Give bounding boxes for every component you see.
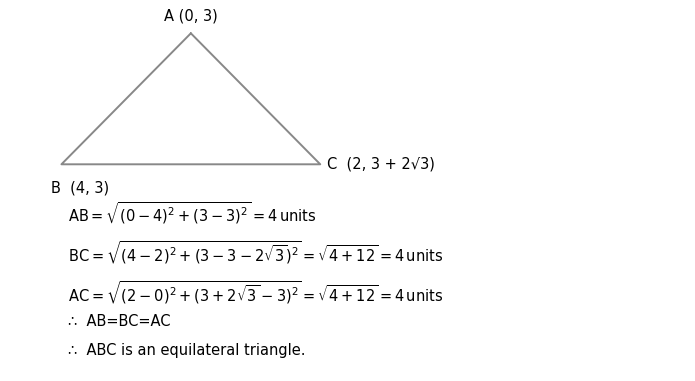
Text: $\mathrm{AB}{=}\sqrt{(0-4)^2+(3-3)^2}=4\,\mathrm{units}$: $\mathrm{AB}{=}\sqrt{(0-4)^2+(3-3)^2}=4\… — [68, 201, 317, 226]
Text: ∴  AB=BC=AC: ∴ AB=BC=AC — [68, 314, 171, 329]
Text: C  (2, 3 + 2√3): C (2, 3 + 2√3) — [327, 157, 435, 172]
Text: ∴  ABC is an equilateral triangle.: ∴ ABC is an equilateral triangle. — [68, 344, 306, 359]
Text: $\mathrm{BC}{=}\sqrt{(4-2)^2+(3-3-2\sqrt{3})^2}=\sqrt{4+12}=4\,\mathrm{units}$: $\mathrm{BC}{=}\sqrt{(4-2)^2+(3-3-2\sqrt… — [68, 239, 443, 266]
Text: A (0, 3): A (0, 3) — [164, 8, 218, 24]
Text: B  (4, 3): B (4, 3) — [51, 181, 109, 196]
Text: $\mathrm{AC}{=}\sqrt{(2-0)^2+(3+2\sqrt{3}-3)^2}=\sqrt{4+12}=4\,\mathrm{units}$: $\mathrm{AC}{=}\sqrt{(2-0)^2+(3+2\sqrt{3… — [68, 279, 443, 306]
